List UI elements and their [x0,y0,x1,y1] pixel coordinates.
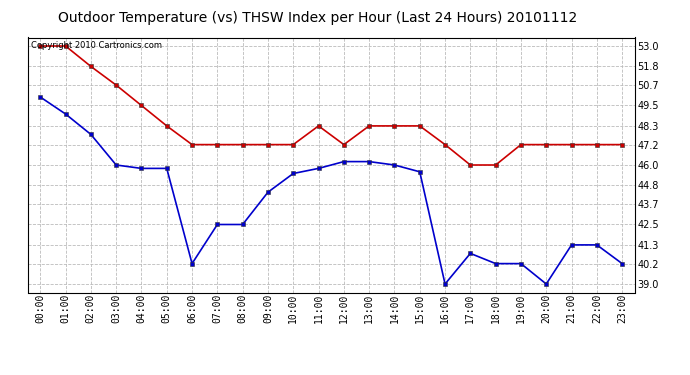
Text: Outdoor Temperature (vs) THSW Index per Hour (Last 24 Hours) 20101112: Outdoor Temperature (vs) THSW Index per … [58,11,577,25]
Text: Copyright 2010 Cartronics.com: Copyright 2010 Cartronics.com [30,41,161,50]
